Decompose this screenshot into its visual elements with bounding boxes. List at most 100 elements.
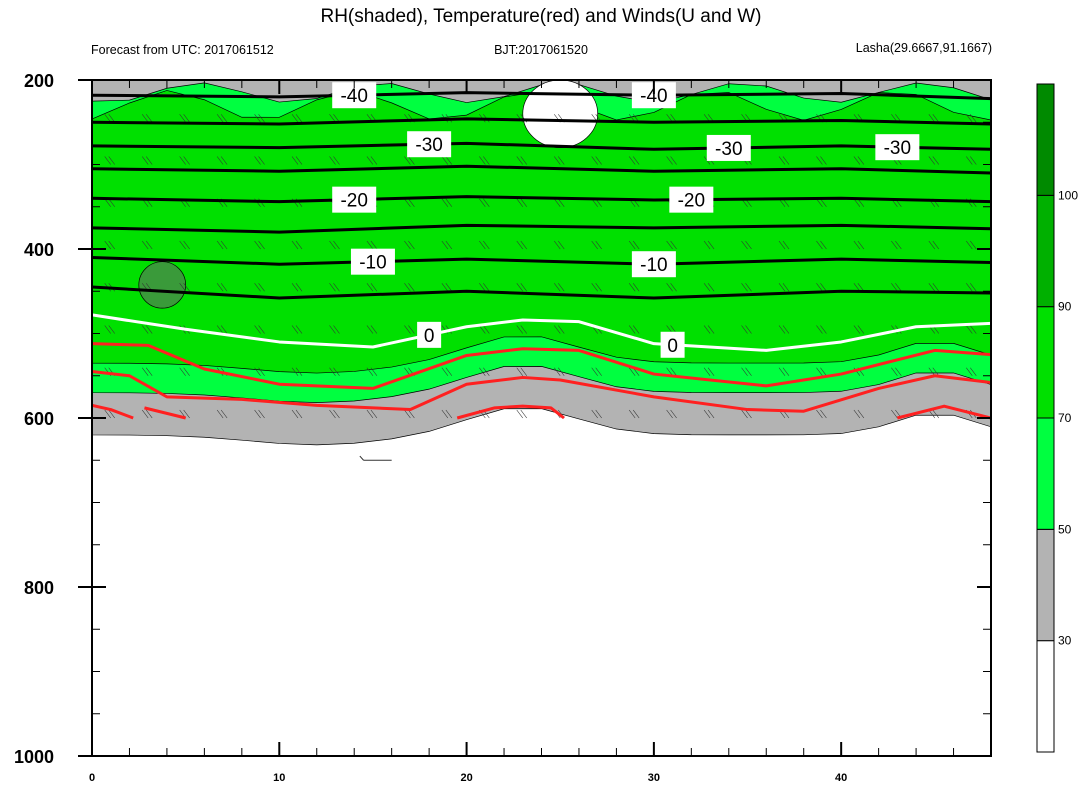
wind-barb: [784, 80, 789, 81]
wind-barb: [816, 409, 827, 419]
wind-barb: [141, 409, 153, 419]
wind-barb: [404, 240, 415, 250]
wind-barb: [591, 240, 602, 250]
wind-barb: [410, 80, 415, 81]
y-tick-label: 1000: [14, 747, 54, 767]
wind-barb: [816, 156, 827, 165]
isotherm--30: [92, 141, 991, 151]
wind-barb: [516, 367, 528, 376]
wind-barb: [966, 240, 977, 250]
contour-label-text: -10: [640, 255, 667, 276]
wind-barb: [479, 198, 490, 207]
x-tick-label: 20: [460, 772, 472, 784]
contour-label-text: -40: [340, 86, 367, 107]
wind-barb: [966, 156, 977, 165]
wind-barb: [254, 240, 265, 250]
wind-barb: [254, 283, 265, 292]
x-tick-label: 30: [648, 772, 660, 784]
isotherm-0: [92, 313, 991, 352]
wind-barb: [928, 240, 940, 250]
isotherm--40: [92, 91, 991, 101]
contour-label-box: [875, 134, 920, 161]
contour-label-box: [660, 331, 685, 358]
contour-labels: -40 -40 -30 -30 -30 -20 -20 -10 -10 0 0: [332, 82, 920, 358]
colorbar-label: 100: [1058, 188, 1078, 202]
wind-barb: [254, 367, 265, 376]
contour-label: 0: [417, 321, 442, 348]
wind-barb: [666, 240, 677, 250]
wind-barb: [966, 114, 977, 123]
isotherm-10: [92, 370, 991, 413]
wind-barb: [147, 80, 153, 81]
wind-barb: [559, 80, 565, 81]
contour-label: -10: [631, 251, 676, 278]
wind-barb: [185, 80, 190, 81]
wind-barb: [359, 455, 392, 461]
wind-barb: [778, 367, 790, 376]
wind-barb: [141, 240, 153, 250]
wind-barb: [335, 80, 340, 81]
wind-barb: [553, 283, 565, 292]
isotherm-5: [92, 342, 991, 390]
isotherm-15: [92, 403, 134, 420]
wind-barb: [516, 283, 528, 292]
wind-barb: [291, 367, 303, 376]
wind-barb: [329, 240, 340, 250]
wind-barb: [291, 156, 303, 165]
wind-barb: [179, 283, 190, 292]
wind-barb: [891, 283, 902, 292]
wind-barb: [404, 156, 415, 165]
contour-label-text: -30: [715, 139, 742, 160]
contour-label-box: [631, 251, 676, 278]
wind-barb: [441, 409, 453, 419]
y-tick-label: 400: [24, 240, 54, 260]
wind-barb: [591, 156, 602, 165]
contour-label-text: 0: [667, 336, 678, 357]
wind-barb: [254, 409, 265, 419]
wind-barb: [853, 240, 865, 250]
colorbar-swatch: [1036, 83, 1055, 196]
wind-barb: [928, 114, 940, 123]
contour-label-box: [706, 134, 751, 161]
colorbar-swatch: [1036, 528, 1055, 642]
wind-barb: [366, 409, 378, 419]
isotherm--5: [92, 285, 991, 300]
wind-barb: [516, 240, 528, 250]
wind-barb: [816, 325, 827, 334]
wind-barb: [441, 367, 453, 376]
isotherm--10: [92, 255, 991, 266]
wind-barb: [703, 240, 715, 250]
bjt-time-label: BJT:2017061520: [494, 43, 588, 57]
wind-barb: [329, 156, 340, 165]
colorbar-swatch: [1036, 194, 1055, 308]
wind-barb: [666, 156, 677, 165]
wind-barb: [222, 80, 228, 81]
wind-barb: [254, 325, 265, 334]
contour-label: -30: [875, 134, 920, 161]
wind-barb: [591, 283, 602, 292]
wind-barb: [703, 283, 715, 292]
wind-barb: [853, 156, 865, 165]
contour-label-text: -20: [678, 191, 705, 212]
wind-barb: [628, 240, 640, 250]
contour-label-box: [417, 321, 442, 348]
colorbar-label: 50: [1058, 522, 1072, 536]
contour-label-text: -30: [884, 138, 911, 159]
wind-barb: [516, 325, 528, 334]
wind-barb: [291, 114, 303, 123]
wind-barb: [104, 240, 115, 250]
wind-barb: [479, 283, 490, 292]
isotherm--25: [92, 164, 991, 175]
wind-barb: [141, 325, 153, 334]
wind-barb: [891, 240, 902, 250]
wind-barb: [110, 80, 115, 81]
plot-area: -40 -40 -30 -30 -30 -20 -20 -10 -10 0 0: [92, 80, 991, 756]
colorbar-swatch: [1036, 417, 1055, 530]
colorbar-label: 30: [1058, 634, 1072, 648]
wind-barb: [816, 367, 827, 376]
wind-barb: [666, 367, 677, 376]
wind-barb: [703, 367, 715, 376]
wind-barb: [553, 240, 565, 250]
wind-barb: [366, 367, 378, 376]
wind-barb: [928, 156, 940, 165]
